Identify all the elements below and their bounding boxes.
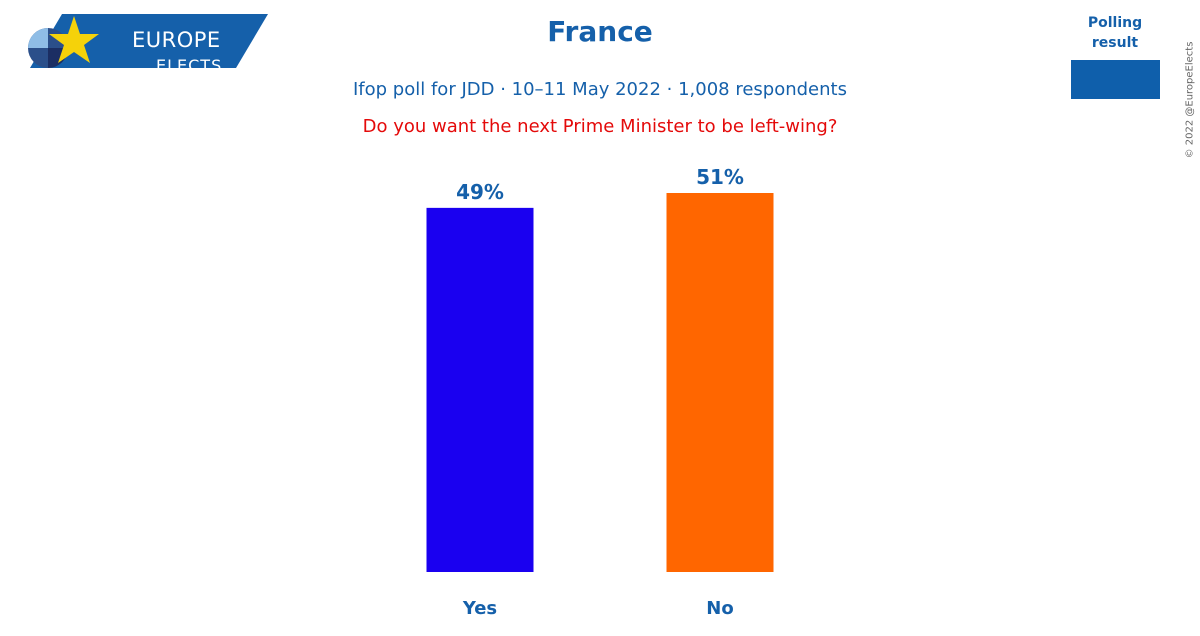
value-label-yes: 49%	[456, 180, 504, 204]
chart-title: France	[547, 15, 653, 48]
logo-text-elects: ELECTS	[156, 56, 223, 75]
poll-question: Do you want the next Prime Minister to b…	[362, 116, 838, 137]
logo-text-europe: EUROPE	[132, 28, 221, 52]
category-label-yes: Yes	[462, 598, 497, 619]
logo-graphic	[28, 14, 268, 68]
chart-subtitle: Ifop poll for JDD · 10–11 May 2022 · 1,0…	[353, 79, 847, 100]
bar-yes	[426, 207, 534, 573]
legend-label: Polling result	[1087, 15, 1143, 51]
legend-swatch	[1071, 60, 1160, 99]
value-label-no: 51%	[696, 165, 744, 189]
europe-elects-logo: EUROPE ELECTS	[22, 12, 268, 75]
bar-no	[666, 193, 774, 572]
category-label-no: No	[706, 598, 733, 619]
